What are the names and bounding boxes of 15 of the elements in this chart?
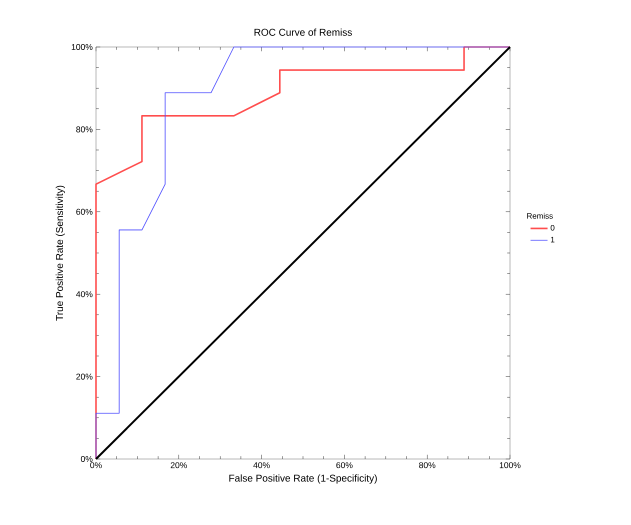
x-axis-title: False Positive Rate (1-Specificity) (229, 474, 377, 484)
x-tick-label: 100% (500, 462, 521, 468)
y-axis-title: True Positive Rate (Sensitivity) (56, 186, 65, 321)
x-tick-label: 80% (419, 462, 436, 468)
y-tick-label: 100% (72, 44, 93, 50)
y-tick-label: 20% (76, 374, 93, 380)
x-tick-label: 0% (90, 462, 102, 468)
y-tick-label: 0% (80, 456, 93, 462)
x-tick-label: 40% (253, 462, 270, 468)
y-tick-label: 80% (76, 126, 93, 132)
y-tick-label: 40% (76, 291, 93, 298)
x-tick-label: 20% (170, 462, 187, 468)
y-tick-label: 60% (76, 208, 93, 215)
x-tick-label: 60% (336, 462, 353, 468)
chart-title: ROC Curve of Remiss (254, 28, 352, 36)
